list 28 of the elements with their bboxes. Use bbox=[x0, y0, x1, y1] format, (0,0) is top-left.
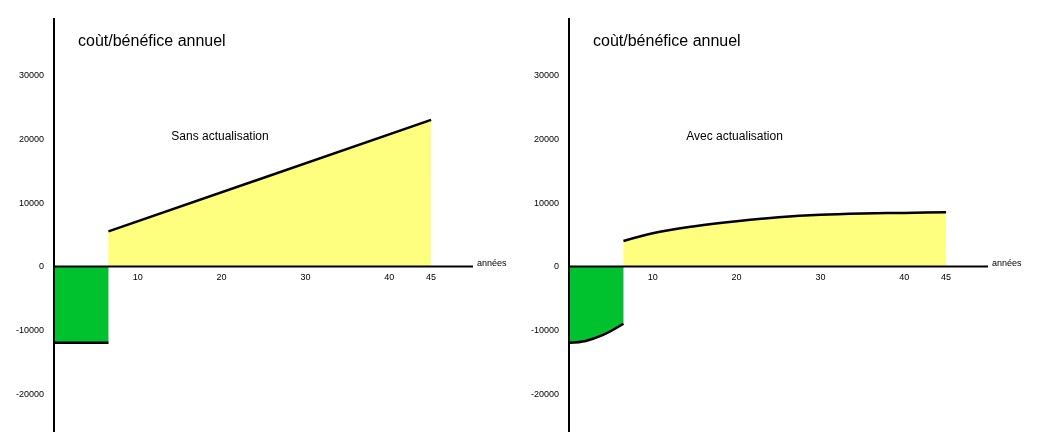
annotation: Sans actualisation bbox=[171, 129, 269, 143]
x-tick-label: 20 bbox=[731, 272, 742, 283]
x-axis-title: années bbox=[477, 258, 507, 269]
x-axis-title: années bbox=[992, 258, 1022, 269]
text: coùt/bénéfice annuel bbox=[78, 32, 226, 50]
y-tick-label: 0 bbox=[553, 261, 559, 272]
x-tick-label: 10 bbox=[647, 272, 658, 283]
x-tick-label: 30 bbox=[815, 272, 826, 283]
y-tick-label: 0 bbox=[38, 261, 44, 272]
y-tick-label: 10000 bbox=[533, 197, 559, 208]
annotation: Avec actualisation bbox=[686, 129, 783, 143]
y-tick-label: -20000 bbox=[530, 388, 559, 399]
x-tick-label: 30 bbox=[300, 272, 311, 283]
y-tick-label: 20000 bbox=[533, 134, 559, 145]
x-tick-label: 40 bbox=[899, 272, 910, 283]
x-tick-label: 40 bbox=[384, 272, 395, 283]
text: coùt/bénéfice annuel bbox=[593, 32, 741, 50]
x-tick-label: 10 bbox=[132, 272, 143, 283]
y-tick-label: -10000 bbox=[530, 325, 559, 336]
y-tick-label: 30000 bbox=[18, 70, 44, 81]
y-tick-label: 10000 bbox=[18, 197, 44, 208]
y-tick-label: 30000 bbox=[533, 70, 559, 81]
y-tick-label: -10000 bbox=[15, 325, 44, 336]
x-tick-label: 20 bbox=[216, 272, 227, 283]
y-tick-label: -20000 bbox=[15, 388, 44, 399]
x-tick-label: 45 bbox=[426, 272, 437, 283]
y-tick-label: 20000 bbox=[18, 134, 44, 145]
x-tick-label: 45 bbox=[941, 272, 952, 283]
